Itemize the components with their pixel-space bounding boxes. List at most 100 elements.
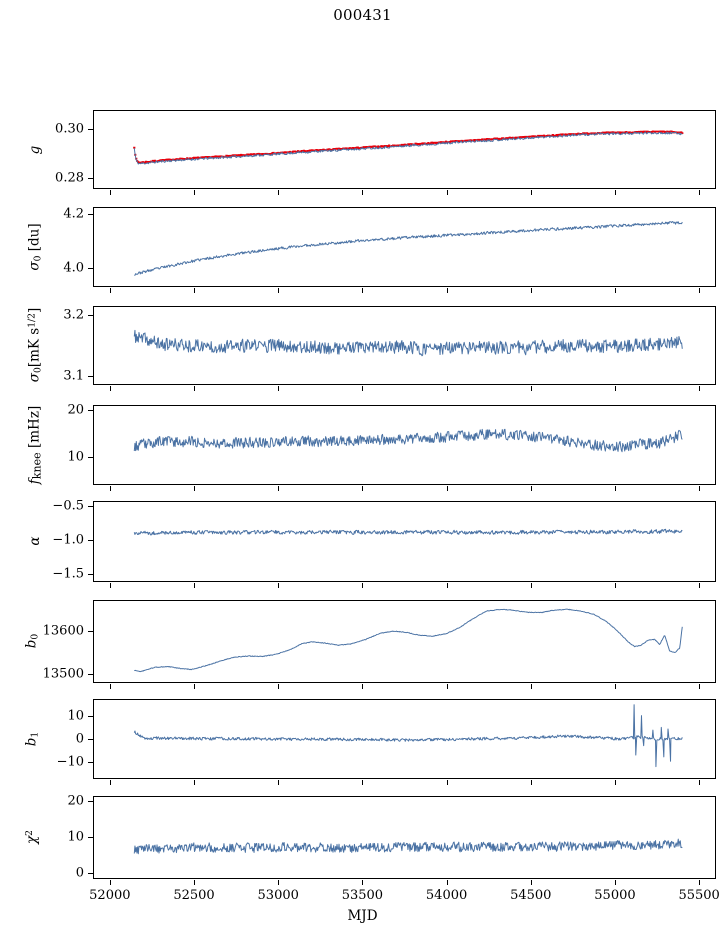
series-sigma0_du	[134, 221, 683, 276]
xtick-mark	[109, 780, 111, 785]
ytick-label-b1: 0	[75, 731, 84, 747]
xtick-mark	[278, 684, 280, 689]
xtick-mark	[194, 780, 196, 785]
xtick-mark	[530, 386, 532, 391]
xtick-mark	[109, 880, 111, 885]
panel-sigma0-mk	[93, 306, 716, 385]
xtick-mark	[446, 880, 448, 885]
xtick-mark	[530, 780, 532, 785]
ytick-mark-b1	[88, 739, 93, 741]
plot-area-g	[133, 130, 684, 165]
xtick-mark	[530, 288, 532, 293]
xtick-mark	[362, 288, 364, 293]
xtick-mark	[530, 684, 532, 689]
xtick-mark	[446, 780, 448, 785]
xtick-mark	[109, 386, 111, 391]
xtick-mark	[699, 486, 701, 491]
xtick-mark	[278, 190, 280, 195]
panel-b1	[93, 699, 716, 779]
xtick-mark	[362, 386, 364, 391]
xtick-mark	[194, 684, 196, 689]
plot-area-b0	[134, 608, 683, 673]
plot-area-sigma0_mK	[133, 329, 683, 357]
ytick-mark-sigma0_du	[88, 267, 93, 269]
xtick-label: 54500	[510, 888, 552, 903]
xtick-mark	[362, 190, 364, 195]
series-b1	[133, 704, 683, 768]
series-alpha	[133, 528, 683, 536]
xtick-mark	[109, 684, 111, 689]
series-b0	[134, 608, 683, 673]
xtick-label: 55000	[594, 888, 636, 903]
ytick-label-sigma0_du: 4.2	[63, 206, 84, 222]
xtick-mark	[194, 880, 196, 885]
xtick-mark	[194, 386, 196, 391]
xaxis-label: MJD	[347, 908, 378, 924]
xtick-mark	[109, 288, 111, 293]
ytick-mark-f_knee	[88, 409, 93, 411]
xtick-mark	[109, 486, 111, 491]
ytick-label-sigma0_mK: 3.1	[63, 368, 84, 384]
ytick-mark-sigma0_mK	[88, 315, 93, 317]
ytick-label-g: 0.28	[55, 170, 84, 186]
ytick-mark-chi2	[88, 873, 93, 875]
xtick-mark	[194, 583, 196, 588]
xtick-mark	[530, 880, 532, 885]
xtick-mark	[446, 583, 448, 588]
xtick-label: 53000	[257, 888, 299, 903]
figure-title: 000431	[333, 6, 392, 24]
xtick-mark	[109, 583, 111, 588]
ytick-label-f_knee: 10	[67, 449, 84, 465]
ytick-label-alpha: −1.5	[52, 566, 84, 582]
xtick-mark	[699, 780, 701, 785]
xtick-mark	[362, 880, 364, 885]
xtick-mark	[362, 684, 364, 689]
ytick-mark-f_knee	[88, 457, 93, 459]
xtick-mark	[278, 780, 280, 785]
xtick-mark	[614, 190, 617, 195]
xtick-mark	[699, 190, 701, 195]
ytick-mark-b0	[88, 630, 93, 632]
plot-area-chi2	[133, 838, 683, 855]
xtick-mark	[530, 190, 532, 195]
xtick-mark	[446, 386, 448, 391]
xtick-label: 55500	[678, 888, 720, 903]
xtick-mark	[614, 583, 617, 588]
panel-chi2	[93, 796, 716, 879]
xtick-mark	[614, 486, 617, 491]
ytick-mark-alpha	[88, 573, 93, 575]
ytick-mark-b0	[88, 673, 93, 675]
ytick-label-alpha: −0.5	[52, 498, 84, 514]
ylabel-g: g	[27, 145, 43, 155]
xtick-mark	[530, 583, 532, 588]
series-g_obs	[133, 131, 683, 165]
xtick-label: 53500	[341, 888, 384, 903]
panel-sigma0-du	[93, 207, 716, 287]
panel-b0	[93, 600, 716, 683]
ytick-label-chi2: 20	[67, 793, 84, 809]
ytick-label-sigma0_du: 4.0	[63, 260, 84, 276]
xtick-mark	[699, 583, 701, 588]
ytick-label-b1: −10	[56, 754, 84, 770]
ytick-label-g: 0.30	[55, 121, 84, 137]
xtick-mark	[278, 583, 280, 588]
ytick-mark-g	[88, 177, 93, 179]
xtick-mark	[614, 780, 617, 785]
ytick-mark-chi2	[88, 801, 93, 803]
xtick-mark	[614, 684, 617, 689]
xtick-mark	[362, 486, 364, 491]
ytick-mark-alpha	[88, 540, 93, 542]
ytick-label-alpha: −1.0	[52, 532, 84, 548]
xtick-mark	[699, 386, 701, 391]
panel-g	[93, 110, 716, 189]
xtick-mark	[278, 486, 280, 491]
xtick-mark	[530, 486, 532, 491]
xtick-label: 52000	[89, 888, 131, 903]
ytick-label-chi2: 10	[67, 829, 84, 845]
panel-alpha	[93, 501, 716, 582]
ytick-mark-sigma0_mK	[88, 375, 93, 377]
series-sigma0_mK	[133, 329, 683, 357]
xtick-mark	[446, 684, 448, 689]
xtick-mark	[446, 190, 448, 195]
